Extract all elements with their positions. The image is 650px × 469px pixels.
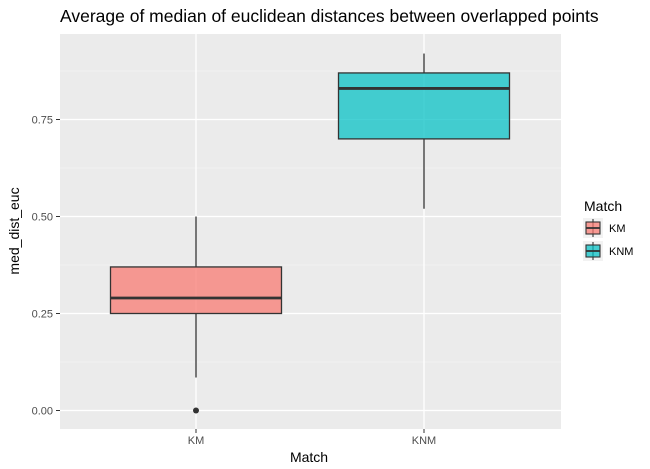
boxplots	[109, 53, 511, 414]
legend-title: Match	[584, 198, 622, 214]
legend-key-km	[583, 218, 603, 238]
box-km	[109, 266, 283, 315]
y-tick-label: 0.25	[32, 309, 53, 321]
x-axis-title: Match	[290, 449, 328, 465]
y-axis: 0.00 0.25 0.50 0.75	[32, 115, 60, 418]
x-tick-label: KM	[188, 435, 205, 447]
boxplot-km	[109, 216, 283, 414]
box-knm	[337, 72, 511, 140]
chart-title: Average of median of euclidean distances…	[60, 6, 599, 26]
legend-label-knm: KNM	[609, 246, 633, 258]
outlier-point	[193, 407, 199, 414]
y-tick-label: 0.75	[32, 115, 53, 127]
y-axis-title: med_dist_euc	[6, 187, 22, 274]
y-tick-label: 0.00	[32, 406, 53, 418]
x-axis: KM KNM	[188, 429, 436, 447]
legend-key-knm	[583, 241, 603, 261]
legend: Match KM KNM	[583, 198, 633, 261]
y-tick-label: 0.50	[32, 212, 53, 224]
x-tick-label: KNM	[412, 435, 436, 447]
legend-label-km: KM	[609, 223, 626, 235]
grid-minor	[60, 70, 561, 363]
boxplot-knm	[337, 53, 511, 209]
